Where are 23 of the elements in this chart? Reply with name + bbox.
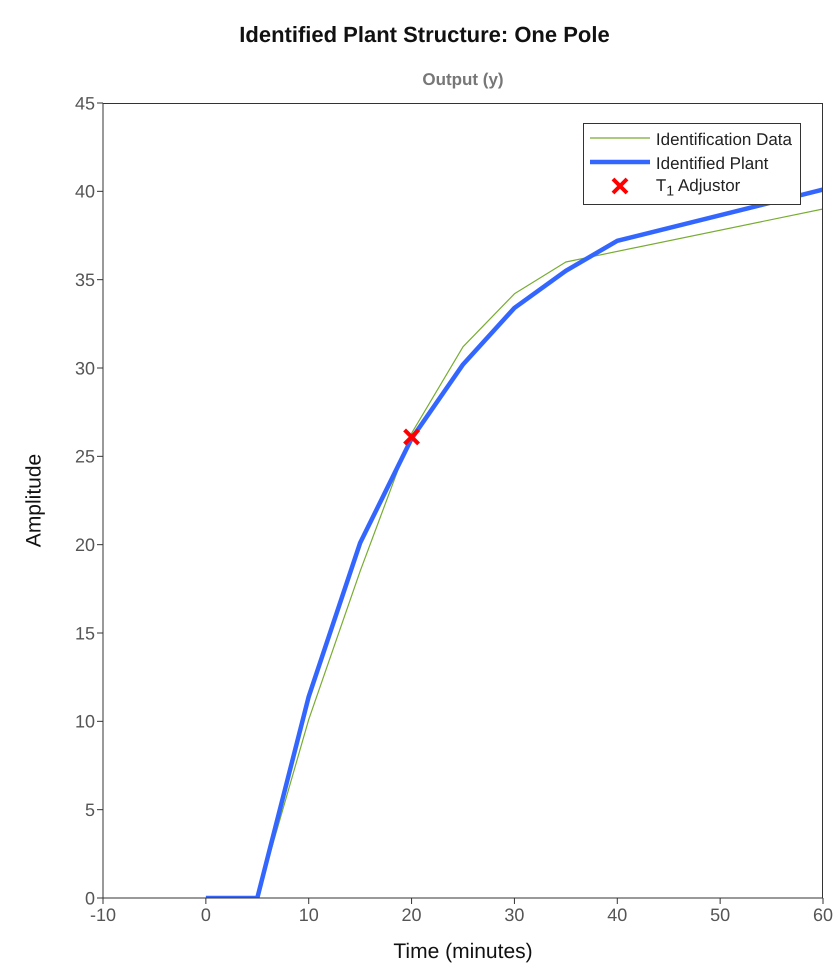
x-tick-label: 20 (402, 904, 422, 925)
y-tick-label: 5 (84, 800, 95, 820)
x-tick-label: 30 (504, 904, 524, 925)
y-axis-title: Amplitude (22, 454, 46, 548)
y-tick-label: 40 (74, 182, 95, 202)
x-axis-title: Time (minutes) (393, 940, 533, 963)
x-tick-label: 60 (812, 904, 833, 925)
x-tick-label: 40 (607, 904, 628, 925)
y-tick-label: 20 (74, 535, 95, 556)
y-tick-label: 30 (74, 358, 95, 378)
x-tick-label: 10 (298, 904, 319, 925)
x-tick-label: 0 (200, 904, 211, 925)
legend-label: Identification Data (656, 130, 792, 150)
legend-label: Identified Plant (656, 154, 768, 174)
y-tick-label: 10 (74, 712, 95, 732)
x-tick-label: 50 (710, 904, 730, 925)
legend-label: T$_{1}$ Adjustor (656, 176, 740, 200)
chart-subtitle: Output (y) (421, 70, 505, 90)
y-tick-label: 25 (74, 446, 95, 467)
chart-title: Identified Plant Structure: One Pole (238, 22, 611, 48)
y-tick-label: 35 (74, 270, 95, 290)
y-tick-label: 15 (74, 623, 95, 644)
y-tick-label: 45 (74, 93, 95, 114)
